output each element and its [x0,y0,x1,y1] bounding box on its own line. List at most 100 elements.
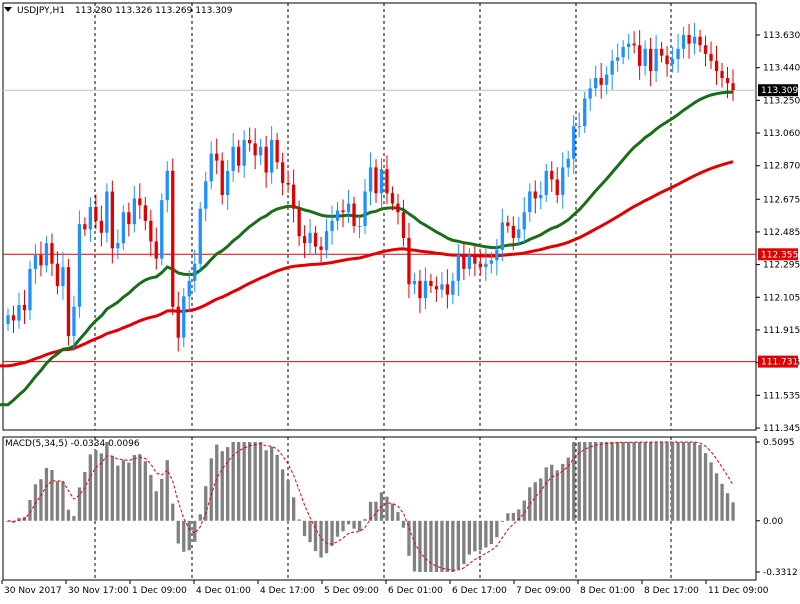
candle [676,48,680,60]
macd-histogram-bar [517,509,521,521]
candle [292,184,296,209]
macd-histogram-bar [94,450,98,521]
candle [681,35,686,49]
macd-histogram-bar [368,501,373,521]
candle [473,255,477,264]
candle [352,203,356,226]
candle [319,246,323,250]
macd-histogram-bar [105,442,109,521]
macd-histogram-bar [665,442,669,521]
macd-histogram-bar [154,491,158,521]
candle [105,191,109,233]
candle [72,306,76,336]
candle [50,243,54,264]
macd-indicator-label: MACD(5,34,5) -0.0334 0.0096 [5,439,140,449]
candle [116,243,120,249]
macd-histogram-bar [335,520,340,537]
candle [253,143,257,156]
candle [396,203,400,213]
macd-histogram-bar [720,483,724,521]
moving-average-fast-line [0,90,734,407]
macd-histogram-bar [308,520,312,543]
candle [248,139,252,144]
macd-histogram-bar [160,478,164,521]
candle [522,212,526,230]
macd-histogram-bar [484,520,488,548]
macd-histogram-bar [489,520,493,544]
candle [259,146,263,156]
macd-histogram-bar [39,479,43,521]
candle [231,146,235,171]
macd-histogram-bar [77,487,82,521]
candle [495,250,499,261]
macd-tick-label: -0.3312 [763,568,798,578]
candle [187,280,191,297]
candle [176,306,180,338]
candle [324,231,329,250]
candle [209,153,213,182]
dropdown-triangle-icon[interactable] [4,7,12,12]
candle [605,74,609,85]
candle [308,232,312,244]
candle [61,267,65,287]
time-tick-label: 4 Dec 17:00 [260,586,315,596]
price-tick-label: 113.060 [763,129,800,139]
macd-histogram-bar [292,497,296,521]
candle [281,162,285,183]
candle [193,263,197,281]
candle [138,198,142,206]
macd-histogram-bar [462,520,466,565]
candle [533,191,537,199]
macd-histogram-bar [313,520,318,552]
macd-histogram-bar [478,520,482,551]
macd-histogram-bar [143,461,147,521]
time-tick-label: 5 Dec 09:00 [324,586,379,596]
candle [610,60,614,75]
macd-histogram-bar [649,442,653,521]
macd-histogram-bar [264,450,268,521]
candle [528,191,532,213]
macd-histogram-bar [577,442,581,521]
macd-histogram-bar [182,520,186,552]
candle [270,139,274,173]
macd-histogram-bar [55,481,60,521]
candle [462,255,466,269]
macd-histogram-bar [330,520,334,546]
macd-histogram-bar [220,451,224,521]
candle [566,158,570,168]
candle [154,241,158,259]
candle [440,284,444,290]
candle [368,167,373,192]
macd-histogram-bar [231,442,235,521]
macd-histogram-bar [632,442,636,521]
candle [572,126,576,159]
candle [456,255,460,281]
macd-histogram-bar [187,520,191,551]
macd-histogram-bar [270,446,274,521]
macd-histogram-bar [643,442,647,521]
macd-histogram-bar [731,502,735,521]
macd-histogram-bar [72,516,76,521]
candle [286,182,290,185]
macd-histogram-bar [555,470,559,521]
candle [484,263,488,268]
candle [6,315,10,324]
current-price-label: 113.309 [761,86,798,96]
candle [55,263,60,287]
macd-histogram-bar [473,520,477,552]
candle [33,255,38,269]
macd-histogram-bar [396,512,400,521]
candle [242,139,246,166]
candle [297,208,301,237]
candle [149,220,153,242]
candle [561,167,565,195]
macd-histogram-bar [687,442,691,521]
candle [215,153,219,161]
candle [374,167,378,194]
macd-histogram-bar [451,520,455,572]
candle [714,60,719,72]
macd-histogram-bar [401,520,406,528]
macd-histogram-bar [588,442,592,521]
candle [401,212,406,238]
candle [220,160,224,195]
